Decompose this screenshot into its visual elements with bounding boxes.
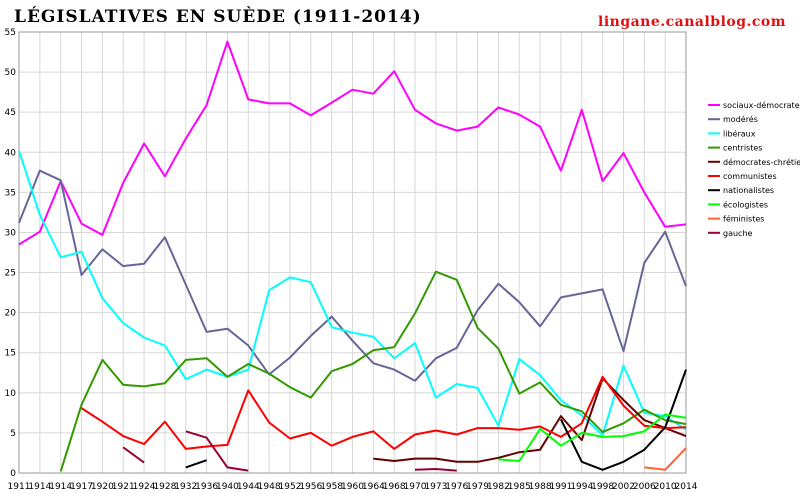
series-line-7	[498, 413, 687, 462]
x-tick-label: 1948	[258, 482, 281, 492]
series-line-6	[560, 369, 687, 471]
legend-entry: centristes	[723, 144, 762, 153]
y-tick-label: 45	[5, 108, 16, 118]
x-tick-label: 1911	[8, 482, 31, 492]
x-tick-label: 2014	[675, 482, 698, 492]
x-tick-label: 1914	[49, 482, 72, 492]
y-axis-ticks: 0 5 10 15 20 25 30 35 40 45 50 55	[5, 28, 17, 479]
legend-entry: écologistes	[723, 199, 768, 209]
y-tick-label: 30	[5, 228, 17, 238]
x-tick-label: 1960	[341, 482, 364, 492]
y-tick-label: 15	[5, 349, 16, 359]
x-tick-label: 2006	[633, 482, 656, 492]
series-line-8	[644, 447, 687, 471]
x-tick-label: 1921	[112, 482, 135, 492]
legend-entry: gauche	[723, 229, 753, 238]
x-tick-label: 1970	[404, 482, 427, 492]
y-tick-label: 25	[5, 269, 16, 279]
x-tick-label: 1917	[70, 482, 93, 492]
x-tick-label: 1928	[153, 482, 176, 492]
x-tick-label: 1924	[133, 482, 156, 492]
x-tick-label: 1914	[28, 482, 51, 492]
x-tick-label: 1979	[466, 482, 489, 492]
x-tick-label: 1982	[487, 482, 510, 492]
x-tick-label: 1968	[383, 482, 406, 492]
legend-entry: féministes	[723, 214, 764, 224]
series-line-1	[18, 169, 687, 382]
series-line-3	[59, 270, 687, 472]
x-tick-label: 1932	[174, 482, 197, 492]
x-tick-label: 1958	[320, 482, 343, 492]
series-group	[18, 40, 687, 472]
legend-entry: communistes	[723, 172, 777, 181]
x-axis-ticks: 1911191419141917192019211924192819321936…	[8, 482, 698, 492]
y-tick-label: 0	[10, 469, 16, 479]
legend-entry: nationalistes	[723, 186, 774, 195]
x-tick-label: 1998	[591, 482, 614, 492]
legend-entry: modérés	[723, 114, 758, 124]
x-tick-label: 1936	[195, 482, 218, 492]
series-line-4	[373, 377, 687, 463]
y-tick-label: 5	[10, 429, 16, 439]
y-tick-label: 55	[5, 28, 16, 38]
x-tick-label: 1985	[508, 482, 531, 492]
y-tick-label: 20	[5, 309, 17, 319]
x-tick-label: 1920	[91, 482, 114, 492]
series-line-9	[122, 446, 145, 464]
x-tick-label: 1964	[362, 482, 385, 492]
series-line-6	[185, 459, 207, 469]
x-tick-label: 1991	[549, 482, 572, 492]
series-line-0	[18, 40, 687, 246]
series-line-2	[18, 150, 687, 437]
x-tick-label: 1988	[529, 482, 552, 492]
series-line-5	[80, 375, 687, 450]
legend-entry: sociaux-démocrates	[723, 100, 800, 110]
x-tick-label: 2010	[654, 482, 677, 492]
y-tick-label: 50	[5, 68, 17, 78]
x-tick-label: 2002	[612, 482, 635, 492]
legend-entry: démocrates-chrétiens	[723, 157, 800, 167]
x-tick-label: 1973	[424, 482, 447, 492]
x-tick-label: 1994	[570, 482, 593, 492]
chart-credit: lingane.canalblog.com	[598, 14, 786, 30]
x-tick-label: 1940	[216, 482, 239, 492]
x-tick-label: 1976	[445, 482, 468, 492]
grid	[18, 31, 687, 474]
y-tick-label: 10	[5, 389, 17, 399]
x-tick-label: 1952	[279, 482, 302, 492]
chart-title: LÉGISLATIVES EN SUÈDE (1911-2014)	[14, 6, 422, 27]
y-tick-label: 40	[5, 148, 17, 158]
x-tick-label: 1956	[299, 482, 322, 492]
series-line-9	[414, 468, 457, 472]
series-line-9	[185, 430, 249, 472]
legend: sociaux-démocrates modérés libéraux centris…	[708, 100, 800, 238]
x-tick-label: 1944	[237, 482, 260, 492]
y-tick-label: 35	[5, 188, 16, 198]
plot-frame	[18, 31, 687, 474]
legend-entry: libéraux	[723, 128, 756, 138]
